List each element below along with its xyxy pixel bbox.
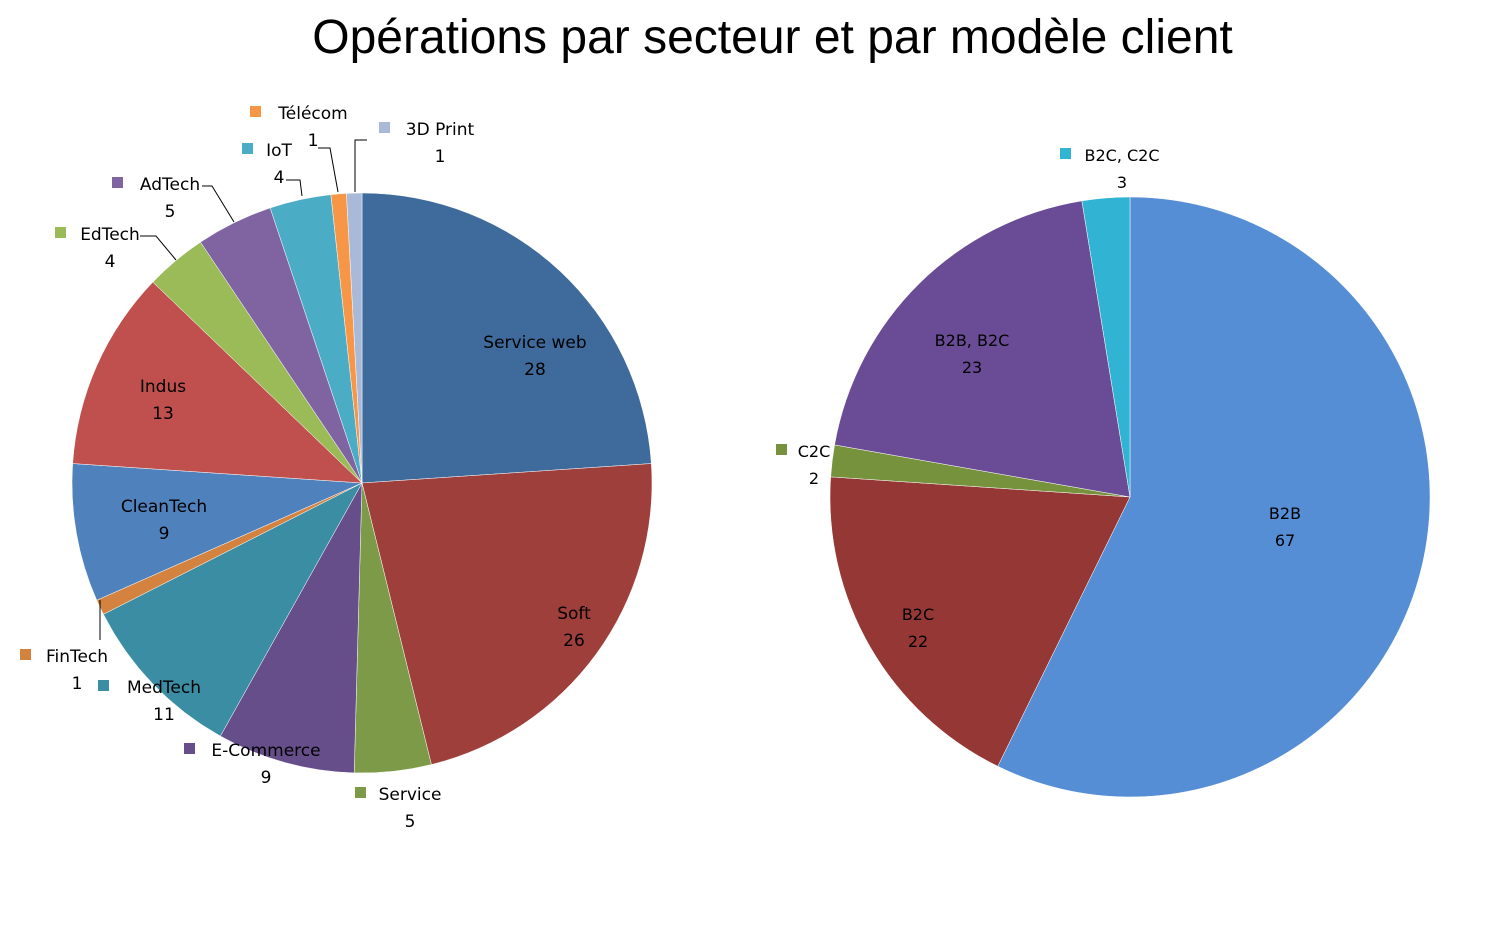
slice-label-soft: Soft (557, 604, 591, 624)
pie-slice-indus (72, 281, 363, 484)
pie-chart-sector: Service web 28 Soft 26 Service 5 E-Commerce 9 Me… (20, 104, 653, 832)
pie-slice-soft (361, 463, 653, 765)
legend-key-edtech (55, 227, 66, 238)
leader-line-adtech (202, 185, 235, 223)
leader-line-telecom (318, 147, 339, 193)
legend-key-3d-print (379, 122, 390, 133)
slice-value-fintech: 1 (72, 674, 83, 694)
legend-key-iot (242, 143, 253, 154)
slice-label-b2c: B2C (902, 605, 934, 624)
slice-value-service: 5 (405, 812, 416, 832)
slice-value-b2c-c2c: 3 (1117, 173, 1127, 192)
slice-label-cleantech: CleanTech (121, 497, 207, 517)
pie-slice-b2c-c2c (1081, 196, 1131, 498)
slice-label-service-web: Service web (483, 333, 586, 353)
slice-label-fintech: FinTech (46, 647, 108, 667)
legend-key-telecom (250, 106, 261, 117)
legend-key-medtech (98, 680, 109, 691)
slice-value-adtech: 5 (165, 202, 176, 222)
legend-key-adtech (112, 177, 123, 188)
slice-label-b2c-c2c: B2C, C2C (1084, 146, 1159, 165)
pie-slice-e-commerce (220, 482, 363, 774)
slice-value-medtech: 11 (153, 705, 175, 725)
slice-value-b2c: 22 (908, 632, 928, 651)
slice-label-service: Service (379, 785, 442, 805)
slice-label-telecom: Télécom (277, 104, 347, 124)
pie-chart-client-model: B2B 67 B2C 22 C2C 2 B2B, B2C 23 B2C, C2C 3 (776, 146, 1431, 798)
pie-slice-b2c (829, 476, 1131, 767)
pie-slice-medtech (103, 482, 363, 737)
legend-key-b2b-b2c (912, 333, 923, 344)
pie-slice-b2b-b2c (834, 200, 1131, 498)
legend-key-b2c-c2c (1060, 148, 1071, 159)
pie-slice-cleantech (71, 463, 363, 601)
slice-value-e-commerce: 9 (261, 768, 272, 788)
slice-label-b2b: B2B (1269, 504, 1301, 523)
legend-key-fintech (20, 649, 31, 660)
slice-value-b2b-b2c: 23 (962, 358, 982, 377)
slice-value-soft: 26 (563, 631, 585, 651)
slice-label-edtech: EdTech (80, 225, 140, 245)
slice-value-service-web: 28 (524, 360, 546, 380)
chart-title: Opérations par secteur et par modèle cli… (312, 11, 1233, 64)
slice-value-b2b: 67 (1275, 531, 1295, 550)
slice-value-cleantech: 9 (159, 524, 170, 544)
slice-value-3d-print: 1 (435, 147, 446, 167)
slice-value-edtech: 4 (105, 252, 116, 272)
pie-slice-service-web (361, 192, 652, 484)
slice-value-telecom: 1 (308, 131, 319, 151)
slice-label-adtech: AdTech (140, 175, 200, 195)
leader-line-edtech (140, 235, 177, 261)
legend-key-service (355, 787, 366, 798)
legend-key-e-commerce (184, 743, 195, 754)
slice-label-b2b-b2c: B2B, B2C (935, 331, 1010, 350)
slice-label-c2c: C2C (798, 442, 831, 461)
legend-key-c2c (776, 444, 787, 455)
slice-label-iot: IoT (266, 141, 292, 161)
slice-label-medtech: MedTech (127, 678, 201, 698)
leader-line-iot (286, 179, 303, 197)
leader-line-3d-print (354, 139, 367, 192)
slice-label-e-commerce: E-Commerce (211, 741, 320, 761)
slice-label-3d-print: 3D Print (406, 120, 475, 140)
pie-slice-b2b (997, 196, 1431, 798)
slice-label-indus: Indus (140, 377, 186, 397)
slice-value-c2c: 2 (809, 469, 819, 488)
pie-slice-3d-print (346, 192, 363, 484)
slice-value-indus: 13 (152, 404, 174, 424)
slice-value-iot: 4 (274, 168, 285, 188)
